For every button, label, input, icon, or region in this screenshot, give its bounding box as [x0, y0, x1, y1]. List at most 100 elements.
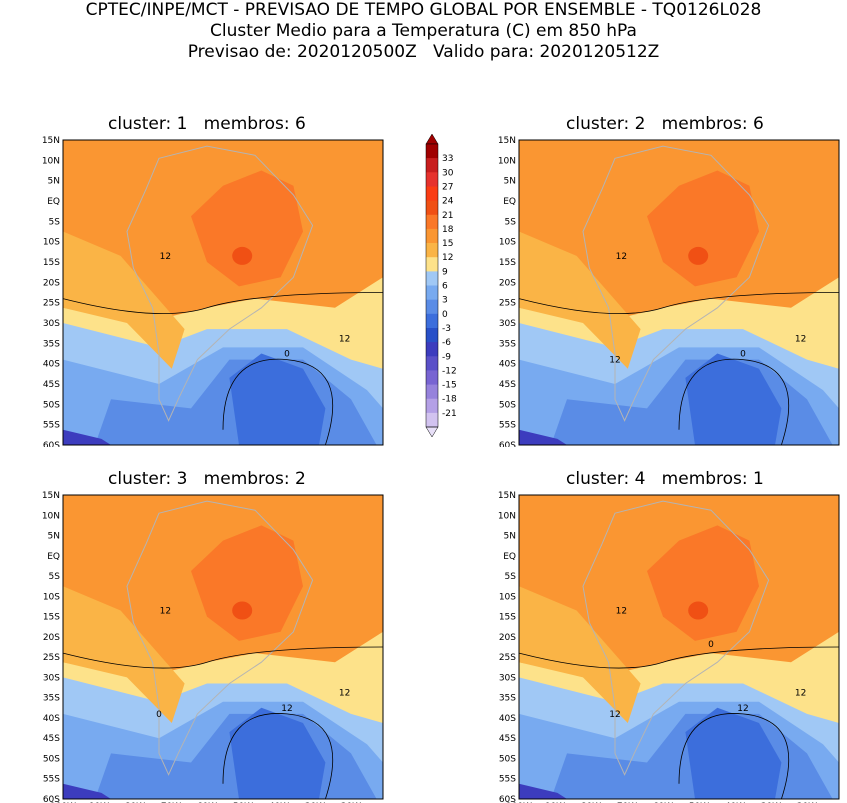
colorbar-swatch	[426, 186, 438, 202]
colorbar-swatch	[426, 342, 438, 357]
lat-tick-label: 30S	[499, 319, 516, 329]
lat-tick-label: 55S	[499, 775, 516, 785]
colorbar-swatch	[426, 228, 438, 244]
map-panel-cluster-1: 12 12 0 15N 10N 5N EQ 5S 10S 15S 20S 25S 30S 35S 40S 45…	[42, 136, 384, 447]
colorbar-label: 24	[442, 197, 454, 207]
temperature-band	[519, 429, 567, 445]
lat-tick-label: 40S	[499, 714, 516, 724]
temperature-band	[191, 170, 303, 287]
temperature-band	[685, 353, 782, 445]
contour-line-12	[62, 646, 384, 669]
lat-tick-label: EQ	[503, 552, 516, 562]
lat-tick-label: 50S	[43, 400, 60, 410]
temperature-band	[229, 707, 326, 799]
lat-tick-label: 15S	[499, 258, 516, 268]
contour-label: 12	[281, 704, 292, 714]
colorbar-swatch	[426, 328, 438, 343]
lat-tick-label: 5N	[48, 532, 60, 542]
colorbar-label: -18	[442, 395, 457, 405]
lat-tick-label: 45S	[43, 380, 60, 390]
temperature-band	[647, 170, 759, 287]
lat-tick-label: 35S	[43, 694, 60, 704]
coastline	[126, 145, 314, 422]
contour-label: 0	[284, 350, 290, 360]
colorbar-label: -9	[442, 352, 451, 362]
lat-tick-label: 50S	[499, 400, 516, 410]
lat-tick-label: 10N	[42, 511, 60, 521]
lat-tick-label: 60S	[43, 795, 60, 803]
lat-tick-label: 5S	[505, 572, 517, 582]
contour-label: 12	[339, 334, 350, 344]
lat-tick-label: 55S	[43, 421, 60, 431]
colorbar-swatch	[426, 214, 438, 230]
colorbar-label: 27	[442, 183, 453, 193]
map-panel-cluster-2: 12 12 0 12 15N 10N 5N EQ 5S 10S 15S 20S 25S 30S 35S 40S…	[498, 136, 840, 447]
coastline	[582, 500, 770, 776]
contour-line-0	[678, 713, 789, 800]
colorbar-label: -12	[442, 366, 457, 376]
lat-tick-label: 55S	[43, 775, 60, 785]
temperature-band	[647, 525, 759, 641]
lat-tick-label: 10S	[499, 592, 516, 602]
lat-tick-label: 5N	[48, 177, 60, 187]
temperature-band	[519, 586, 641, 723]
contour-label: 12	[616, 607, 627, 617]
contour-label: 12	[160, 252, 171, 262]
lat-tick-label: 10N	[498, 156, 516, 166]
contour-label: 12	[795, 689, 806, 699]
colorbar-bottom-arrow	[425, 426, 439, 438]
lat-tick-label: 5S	[49, 217, 61, 227]
lat-tick-label: 20S	[43, 278, 60, 288]
map-frame	[518, 139, 840, 446]
colorbar-label: 9	[442, 267, 448, 277]
lat-tick-label: 30S	[499, 673, 516, 683]
lat-tick-label: 10S	[499, 238, 516, 248]
panel-title-cluster-1: cluster: 1 membros: 6	[108, 114, 306, 134]
temperature-band	[688, 246, 709, 265]
lat-tick-label: 50S	[43, 755, 60, 765]
colorbar-swatch	[426, 412, 438, 428]
panel-title-cluster-2: cluster: 2 membros: 6	[566, 114, 764, 134]
temperature-band	[232, 601, 253, 620]
lat-tick-label: 10S	[43, 238, 60, 248]
lat-tick-label: 10S	[43, 592, 60, 602]
colorbar-label: -21	[442, 409, 457, 419]
lat-tick-label: 40S	[43, 714, 60, 724]
contour-line-0	[678, 358, 789, 446]
colorbar-label: 18	[442, 225, 454, 235]
lat-tick-label: 55S	[499, 421, 516, 431]
lat-tick-label: 60S	[499, 441, 516, 447]
lat-tick-label: 15S	[43, 258, 60, 268]
temperature-band	[191, 525, 303, 641]
lat-tick-label: 5S	[505, 217, 517, 227]
lat-tick-label: 15N	[498, 491, 516, 501]
lat-tick-label: 60S	[499, 795, 516, 803]
lat-tick-label: 25S	[43, 299, 60, 309]
map-frame	[62, 494, 384, 800]
panel-title-cluster-4: cluster: 4 membros: 1	[566, 469, 764, 489]
header-title-line1: CPTEC/INPE/MCT - PREVISAO DE TEMPO GLOBA…	[85, 0, 762, 20]
colorbar-top-arrow	[425, 133, 439, 145]
temperature-band	[63, 429, 111, 445]
colorbar-swatch	[426, 285, 438, 301]
temperature-band	[63, 586, 185, 723]
colorbar-label: 21	[442, 211, 453, 221]
lat-tick-label: 5S	[49, 572, 61, 582]
map-panel-cluster-4: 12 12 12 12 0 15N 10N 5N EQ 5S 10S 15S 20S 25S 30S 35S 4…	[498, 491, 840, 803]
contour-label: 12	[795, 334, 806, 344]
lat-tick-label: 45S	[43, 734, 60, 744]
lat-tick-label: 25S	[499, 653, 516, 663]
panel-title-cluster-3: cluster: 3 membros: 2	[108, 469, 306, 489]
coastline	[126, 500, 314, 776]
map-panel-cluster-3: 12 12 12 0 15N 10N 5N EQ 5S 10S 15S 20S 25S 30S 35S 40S…	[42, 491, 384, 803]
lat-tick-label: 40S	[43, 360, 60, 370]
colorbar-swatch	[426, 144, 438, 159]
contour-label: 0	[708, 640, 714, 650]
colorbar-label: 15	[442, 239, 453, 249]
colorbar-label: 33	[442, 154, 453, 164]
colorbar-label: 12	[442, 253, 453, 263]
lat-tick-label: 20S	[43, 633, 60, 643]
contour-label: 12	[609, 356, 620, 366]
colorbar-swatch	[426, 200, 438, 216]
